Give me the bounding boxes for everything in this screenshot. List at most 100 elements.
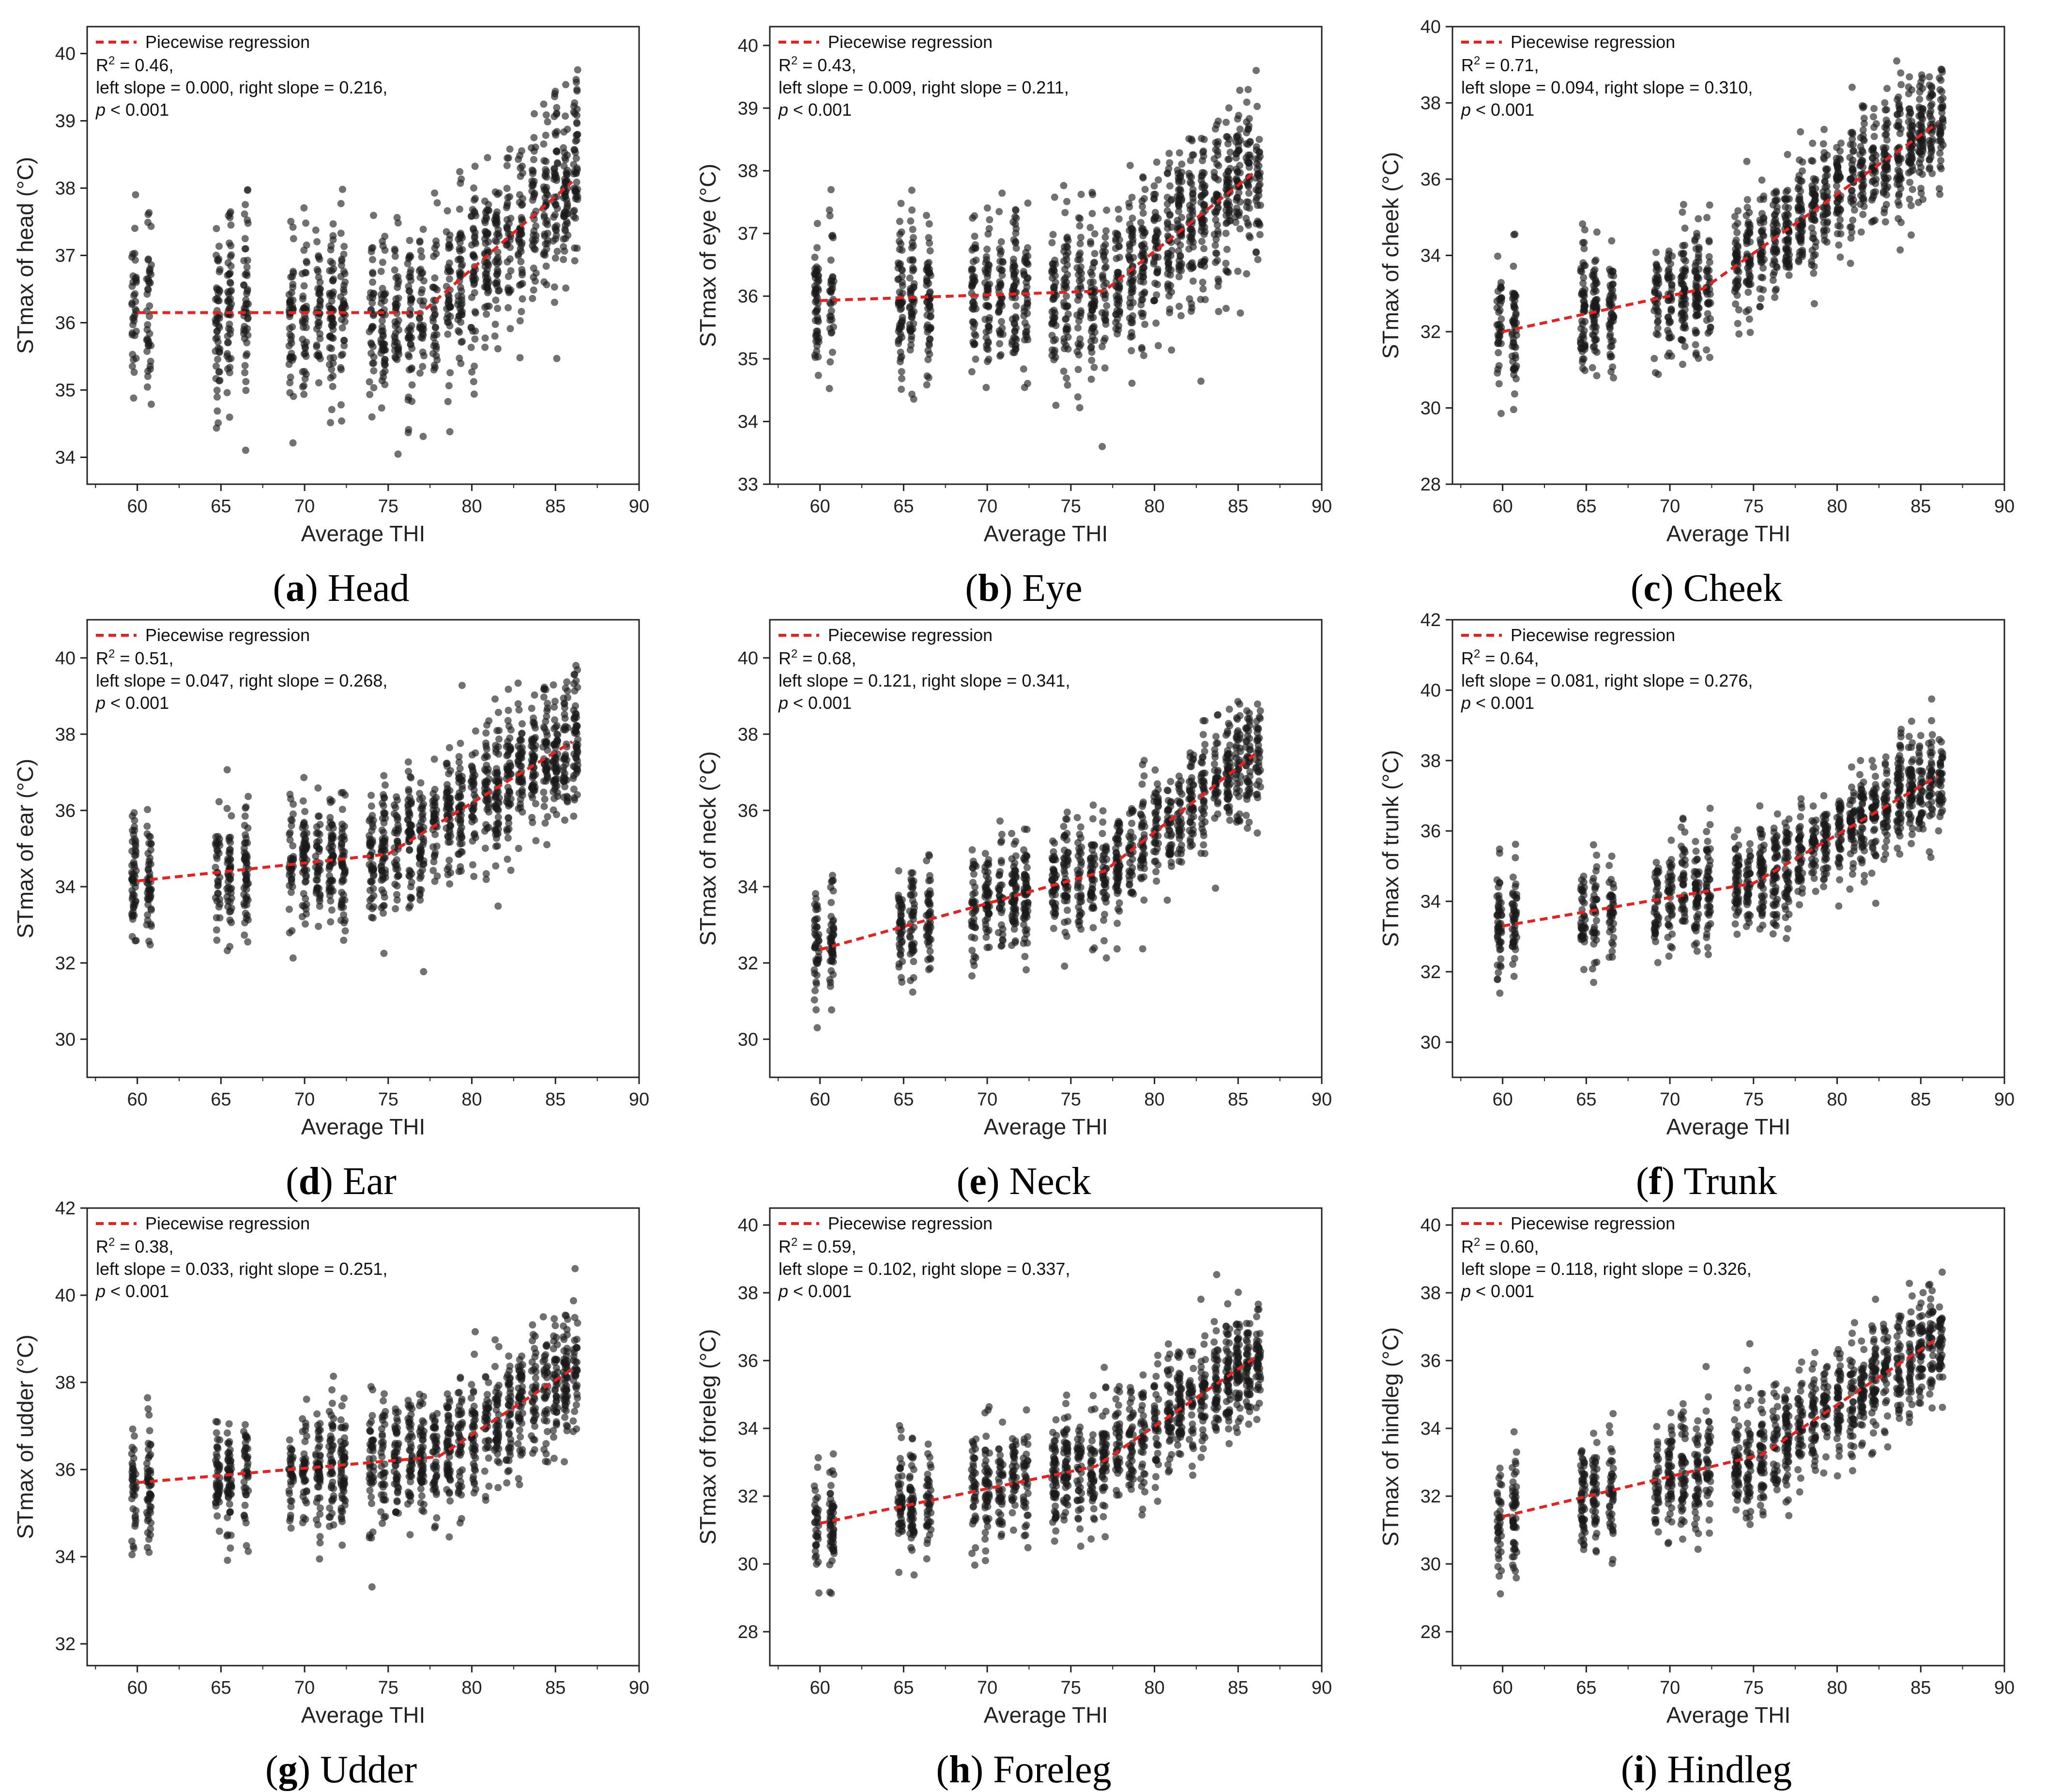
scatter-point [898, 386, 905, 393]
scatter-point [302, 219, 309, 227]
scatter-point [338, 878, 346, 886]
scatter-point [1861, 115, 1868, 122]
scatter-point [1896, 110, 1904, 117]
scatter-point [492, 862, 499, 870]
scatter-point [1937, 77, 1944, 84]
scatter-point [368, 299, 376, 306]
scatter-point [419, 810, 427, 817]
scatter-point [1581, 367, 1589, 374]
scatter-point [1064, 249, 1071, 256]
scatter-point [1809, 139, 1816, 147]
scatter-point [395, 219, 402, 227]
scatter-point [302, 920, 309, 928]
scatter-point [1820, 140, 1827, 148]
scatter-point [326, 814, 334, 821]
scatter-point [1705, 330, 1712, 337]
scatter-point [1655, 266, 1662, 273]
scatter-point [408, 800, 415, 808]
scatter-point [923, 212, 930, 219]
scatter-point [1894, 199, 1902, 206]
scatter-point [1743, 240, 1750, 247]
scatter-point [394, 273, 401, 280]
scatter-point [329, 833, 336, 840]
scatter-point [1151, 280, 1159, 287]
scatter-point [1253, 155, 1260, 163]
scatter-point [1607, 331, 1614, 338]
scatter-point [366, 391, 373, 398]
scatter-point [316, 330, 323, 337]
scatter-point [338, 889, 345, 896]
scatter-point [341, 869, 349, 876]
scatter-point [214, 387, 221, 394]
scatter-point [446, 369, 454, 376]
scatter-point [1917, 164, 1925, 171]
scatter-point [540, 101, 548, 108]
scatter-point [996, 340, 1003, 347]
scatter-point [1512, 305, 1519, 312]
scatter-point [1744, 289, 1752, 296]
scatter-point [1797, 187, 1804, 195]
scatter-point [1189, 211, 1196, 218]
scatter-point [829, 349, 836, 356]
scatter-point [1810, 270, 1817, 277]
scatter-point [470, 281, 477, 288]
scatter-point [128, 253, 136, 260]
scatter-point [483, 213, 490, 220]
scatter-point [812, 274, 819, 281]
scatter-point [533, 232, 540, 239]
scatter-point [1024, 310, 1031, 317]
scatter-point [1707, 315, 1714, 322]
scatter-point [533, 270, 540, 277]
scatter-point [340, 289, 348, 296]
scatter-point [1246, 232, 1253, 239]
scatter-point [1186, 202, 1193, 209]
scatter-point [1198, 238, 1206, 245]
scatter-point [339, 324, 346, 332]
scatter-point [999, 331, 1007, 338]
scatter-point [381, 819, 388, 827]
scatter-point [543, 262, 550, 270]
scatter-point [1215, 308, 1222, 315]
scatter-point [1222, 267, 1230, 274]
scatter-point [214, 407, 221, 414]
scatter-point [1153, 269, 1161, 276]
r-squared-text: R2 = 0.46, [96, 54, 173, 75]
scatter-point [1088, 306, 1096, 314]
scatter-point [454, 316, 461, 323]
scatter-point [1165, 260, 1172, 268]
scatter-point [341, 836, 348, 843]
scatter-point [444, 331, 451, 338]
scatter-point [1255, 219, 1262, 226]
scatter-point [1174, 238, 1181, 245]
scatter-point [574, 245, 581, 252]
scatter-point [813, 244, 821, 251]
scatter-point [1233, 133, 1240, 140]
scatter-point [1166, 183, 1174, 190]
scatter-point [1024, 260, 1032, 268]
scatter-point [1253, 248, 1260, 256]
scatter-point [1166, 159, 1173, 167]
scatter-point [214, 419, 222, 427]
scatter-point [416, 237, 424, 245]
scatter-point [228, 812, 235, 819]
scatter-point [1063, 304, 1070, 311]
scatter-point [813, 297, 820, 304]
scatter-point [1733, 229, 1741, 236]
scatter-point [468, 763, 475, 770]
scatter-point [542, 132, 550, 139]
scatter-point [1256, 169, 1264, 177]
x-tick-label: 70 [1660, 496, 1680, 517]
scatter-point [515, 679, 522, 687]
scatter-point [561, 162, 568, 169]
scatter-point [144, 326, 151, 333]
scatter-point [1928, 116, 1936, 123]
scatter-point [814, 316, 822, 323]
scatter-point [970, 258, 977, 265]
scatter-point [826, 312, 834, 320]
legend-label: Piecewise regression [828, 32, 993, 52]
scatter-point [971, 233, 978, 240]
scatter-point [417, 873, 425, 880]
scatter-point [241, 305, 248, 312]
scatter-point [1127, 334, 1134, 341]
scatter-point [1177, 262, 1185, 270]
